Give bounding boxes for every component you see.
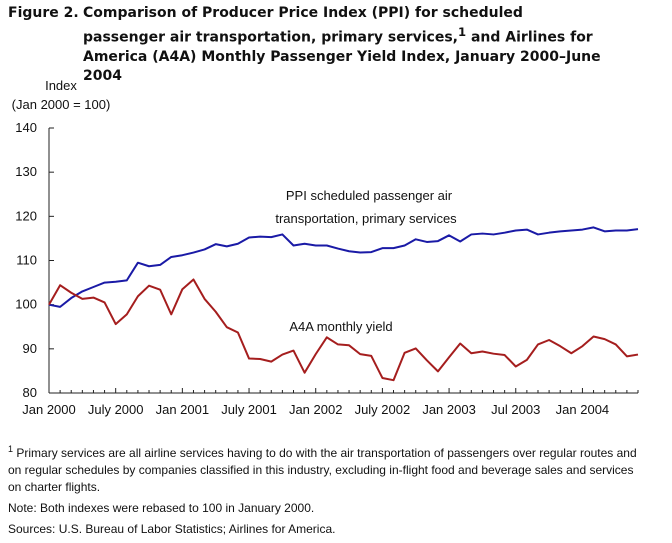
footnote-mark: 1 <box>8 444 14 454</box>
ppi-annotation-line1: PPI scheduled passenger air <box>286 188 453 203</box>
y-axis-label-line1: Index <box>45 78 77 93</box>
x-tick-label: July 2001 <box>221 402 277 417</box>
y-tick-label: 100 <box>15 297 37 312</box>
a4a-series-line <box>48 278 639 382</box>
chart-series <box>48 226 639 382</box>
x-tick-label: July 2002 <box>355 402 411 417</box>
figure-title: Figure 2. Comparison of Producer Price I… <box>8 4 608 86</box>
y-tick-label: 110 <box>16 253 37 268</box>
sources-text: Sources: U.S. Bureau of Labor Statistics… <box>8 522 336 536</box>
x-tick-label: Jan 2003 <box>422 402 476 417</box>
chart-axes <box>48 128 638 394</box>
ppi-series-line <box>48 226 639 308</box>
x-tick-label: Jan 2000 <box>22 402 76 417</box>
figure-title-rest: and Airlines for America (A4A) Monthly P… <box>83 29 601 84</box>
chart-annotations: PPI scheduled passenger air transportatio… <box>275 188 457 334</box>
ppi-annotation-line2: transportation, primary services <box>275 211 457 226</box>
footnote-text: Primary services are all airline service… <box>8 446 637 494</box>
y-tick-label: 140 <box>15 120 37 135</box>
y-tick-label: 80 <box>23 385 37 400</box>
y-axis-ticks: 80 90 100 110 120 130 140 <box>15 120 54 400</box>
figure-title-main: Comparison of Producer Price Index (PPI)… <box>83 5 523 46</box>
y-axis-label-line2: (Jan 2000 = 100) <box>11 97 111 112</box>
x-tick-label: Jan 2004 <box>556 402 610 417</box>
x-tick-label: Jan 2001 <box>156 402 210 417</box>
a4a-annotation: A4A monthly yield <box>289 319 392 334</box>
y-tick-label: 130 <box>15 164 37 179</box>
x-tick-label: Jul 2003 <box>491 402 540 417</box>
chart-notes: 1 Primary services are all airline servi… <box>8 441 648 542</box>
note-text: Note: Both indexes were rebased to 100 i… <box>8 501 315 515</box>
y-tick-label: 90 <box>23 341 37 356</box>
figure-title-text: Comparison of Producer Price Index (PPI)… <box>83 4 608 86</box>
x-tick-label: Jan 2002 <box>289 402 343 417</box>
x-tick-label: July 2000 <box>88 402 144 417</box>
figure-label: Figure 2. <box>8 5 79 21</box>
figure-title-footnote-mark: 1 <box>457 25 467 39</box>
y-axis-label: Index (Jan 2000 = 100) <box>8 76 114 114</box>
footnote: 1 Primary services are all airline servi… <box>8 441 648 496</box>
x-axis-ticks: Jan 2000 July 2000 Jan 2001 July 2001 Jan 20… <box>22 388 639 417</box>
y-tick-label: 120 <box>15 208 37 223</box>
